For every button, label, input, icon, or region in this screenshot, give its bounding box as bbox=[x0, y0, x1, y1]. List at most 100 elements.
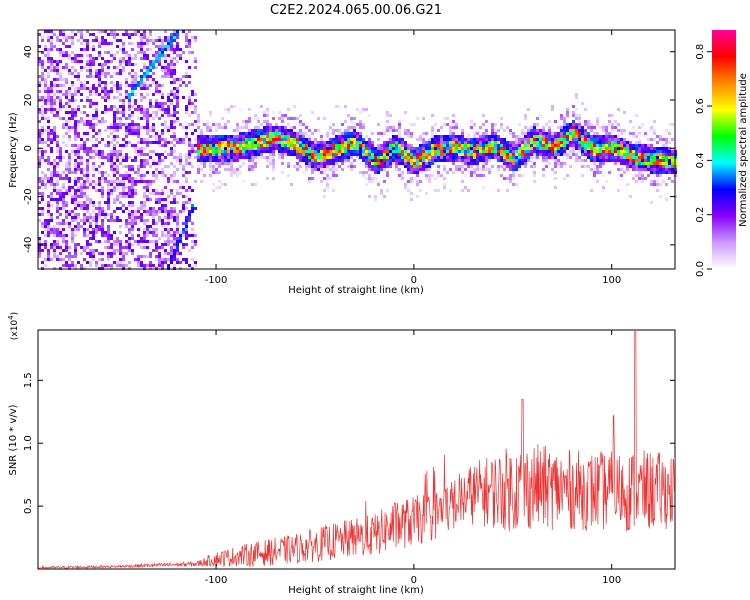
spectrogram-cell bbox=[122, 105, 125, 108]
spectrogram-cell bbox=[341, 159, 344, 162]
spectrogram-cell bbox=[536, 135, 539, 138]
spectrogram-cell bbox=[80, 33, 83, 36]
spectrogram-cell bbox=[506, 177, 509, 180]
spectrogram-cell bbox=[194, 150, 197, 153]
spectrogram-cell bbox=[152, 210, 155, 213]
spectrogram-cell bbox=[161, 42, 164, 45]
spectrogram-cell bbox=[545, 147, 548, 150]
spectrogram-cell bbox=[167, 180, 170, 183]
spectrogram-cell bbox=[464, 138, 467, 141]
spectrogram-cell bbox=[593, 141, 596, 144]
spectrogram-cell bbox=[251, 153, 254, 156]
spectrogram-cell bbox=[86, 153, 89, 156]
spectrogram-cell bbox=[638, 126, 641, 129]
spectrogram-cell bbox=[59, 102, 62, 105]
spectrogram-cell bbox=[152, 150, 155, 153]
spectrogram-cell bbox=[77, 228, 80, 231]
spectrogram-cell bbox=[338, 153, 341, 156]
spectrogram-cell bbox=[53, 69, 56, 72]
spectrogram-cell bbox=[320, 153, 323, 156]
spectrogram-cell bbox=[380, 147, 383, 150]
spectrogram-cell bbox=[173, 63, 176, 66]
spectrogram-cell bbox=[146, 54, 149, 57]
spectrogram-cell bbox=[80, 264, 83, 267]
spectrogram-cell bbox=[377, 183, 380, 186]
spectrogram-cell bbox=[140, 51, 143, 54]
spectrogram-cell bbox=[464, 141, 467, 144]
spectrogram-cell bbox=[536, 129, 539, 132]
spectrogram-cell bbox=[236, 153, 239, 156]
spectrogram-cell bbox=[290, 135, 293, 138]
spectrogram-cell bbox=[47, 213, 50, 216]
spectrogram-cell bbox=[407, 159, 410, 162]
spectrogram-cell bbox=[380, 189, 383, 192]
spectrogram-cell bbox=[611, 147, 614, 150]
spectrogram-cell bbox=[428, 165, 431, 168]
spectrogram-cell bbox=[614, 147, 617, 150]
spectrogram-cell bbox=[89, 123, 92, 126]
spectrogram-cell bbox=[233, 138, 236, 141]
spectrogram-cell bbox=[302, 153, 305, 156]
spectrogram-cell bbox=[113, 219, 116, 222]
spectrogram-cell bbox=[221, 150, 224, 153]
spectrogram-cell bbox=[320, 168, 323, 171]
spectrogram-cell bbox=[224, 126, 227, 129]
spectrogram-cell bbox=[128, 99, 131, 102]
spectrogram-cell bbox=[176, 225, 179, 228]
spectrogram-cell bbox=[428, 180, 431, 183]
spectrogram-cell bbox=[200, 162, 203, 165]
spectrogram-cell bbox=[161, 66, 164, 69]
spectrogram-cell bbox=[482, 147, 485, 150]
spectrogram-cell bbox=[347, 150, 350, 153]
spectrogram-cell bbox=[86, 234, 89, 237]
spectrogram-cell bbox=[101, 36, 104, 39]
spectrogram-cell bbox=[107, 33, 110, 36]
spectrogram-cell bbox=[374, 147, 377, 150]
spectrogram-cell bbox=[71, 114, 74, 117]
spectrogram-cell bbox=[98, 132, 101, 135]
spectrogram-cell bbox=[83, 192, 86, 195]
spectrogram-cell bbox=[554, 177, 557, 180]
spectrogram-cell bbox=[164, 228, 167, 231]
spectrogram-cell bbox=[290, 132, 293, 135]
spectrogram-cell bbox=[110, 255, 113, 258]
spectrogram-cell bbox=[353, 135, 356, 138]
spectrogram-cell bbox=[47, 66, 50, 69]
spectrogram-cell bbox=[86, 207, 89, 210]
spectrogram-cell bbox=[92, 201, 95, 204]
spectrogram-cell bbox=[362, 138, 365, 141]
spectrogram-cell bbox=[170, 255, 173, 258]
spectrogram-cell bbox=[503, 177, 506, 180]
spectrogram-cell bbox=[479, 159, 482, 162]
spectrogram-cell bbox=[77, 60, 80, 63]
spectrogram-cell bbox=[161, 207, 164, 210]
spectrogram-cell bbox=[272, 138, 275, 141]
spectrogram-cell bbox=[281, 156, 284, 159]
spectrogram-cell bbox=[173, 180, 176, 183]
spectrogram-cell bbox=[578, 126, 581, 129]
spectrogram-cell bbox=[251, 183, 254, 186]
spectrogram-cell bbox=[134, 81, 137, 84]
spectrogram-cell bbox=[191, 144, 194, 147]
spectrogram-cell bbox=[113, 123, 116, 126]
spectrogram-cell bbox=[398, 132, 401, 135]
spectrogram-cell bbox=[161, 114, 164, 117]
spectrogram-cell bbox=[518, 165, 521, 168]
spectrogram-cell bbox=[77, 243, 80, 246]
spectrogram-cell bbox=[341, 141, 344, 144]
spectrogram-cell bbox=[110, 183, 113, 186]
spectrogram-cell bbox=[431, 135, 434, 138]
spectrogram-cell bbox=[308, 147, 311, 150]
spectrogram-cell bbox=[65, 111, 68, 114]
spectrogram-cell bbox=[38, 96, 41, 99]
spectrogram-cell bbox=[638, 132, 641, 135]
spectrogram-cell bbox=[293, 153, 296, 156]
spectrogram-cell bbox=[308, 138, 311, 141]
spectrogram-cell bbox=[185, 243, 188, 246]
spectrogram-cell bbox=[140, 36, 143, 39]
spectrogram-cell bbox=[218, 165, 221, 168]
spectrogram-cell bbox=[584, 159, 587, 162]
spectrogram-cell bbox=[548, 135, 551, 138]
spectrogram-cell bbox=[383, 165, 386, 168]
spectrogram-cell bbox=[74, 132, 77, 135]
